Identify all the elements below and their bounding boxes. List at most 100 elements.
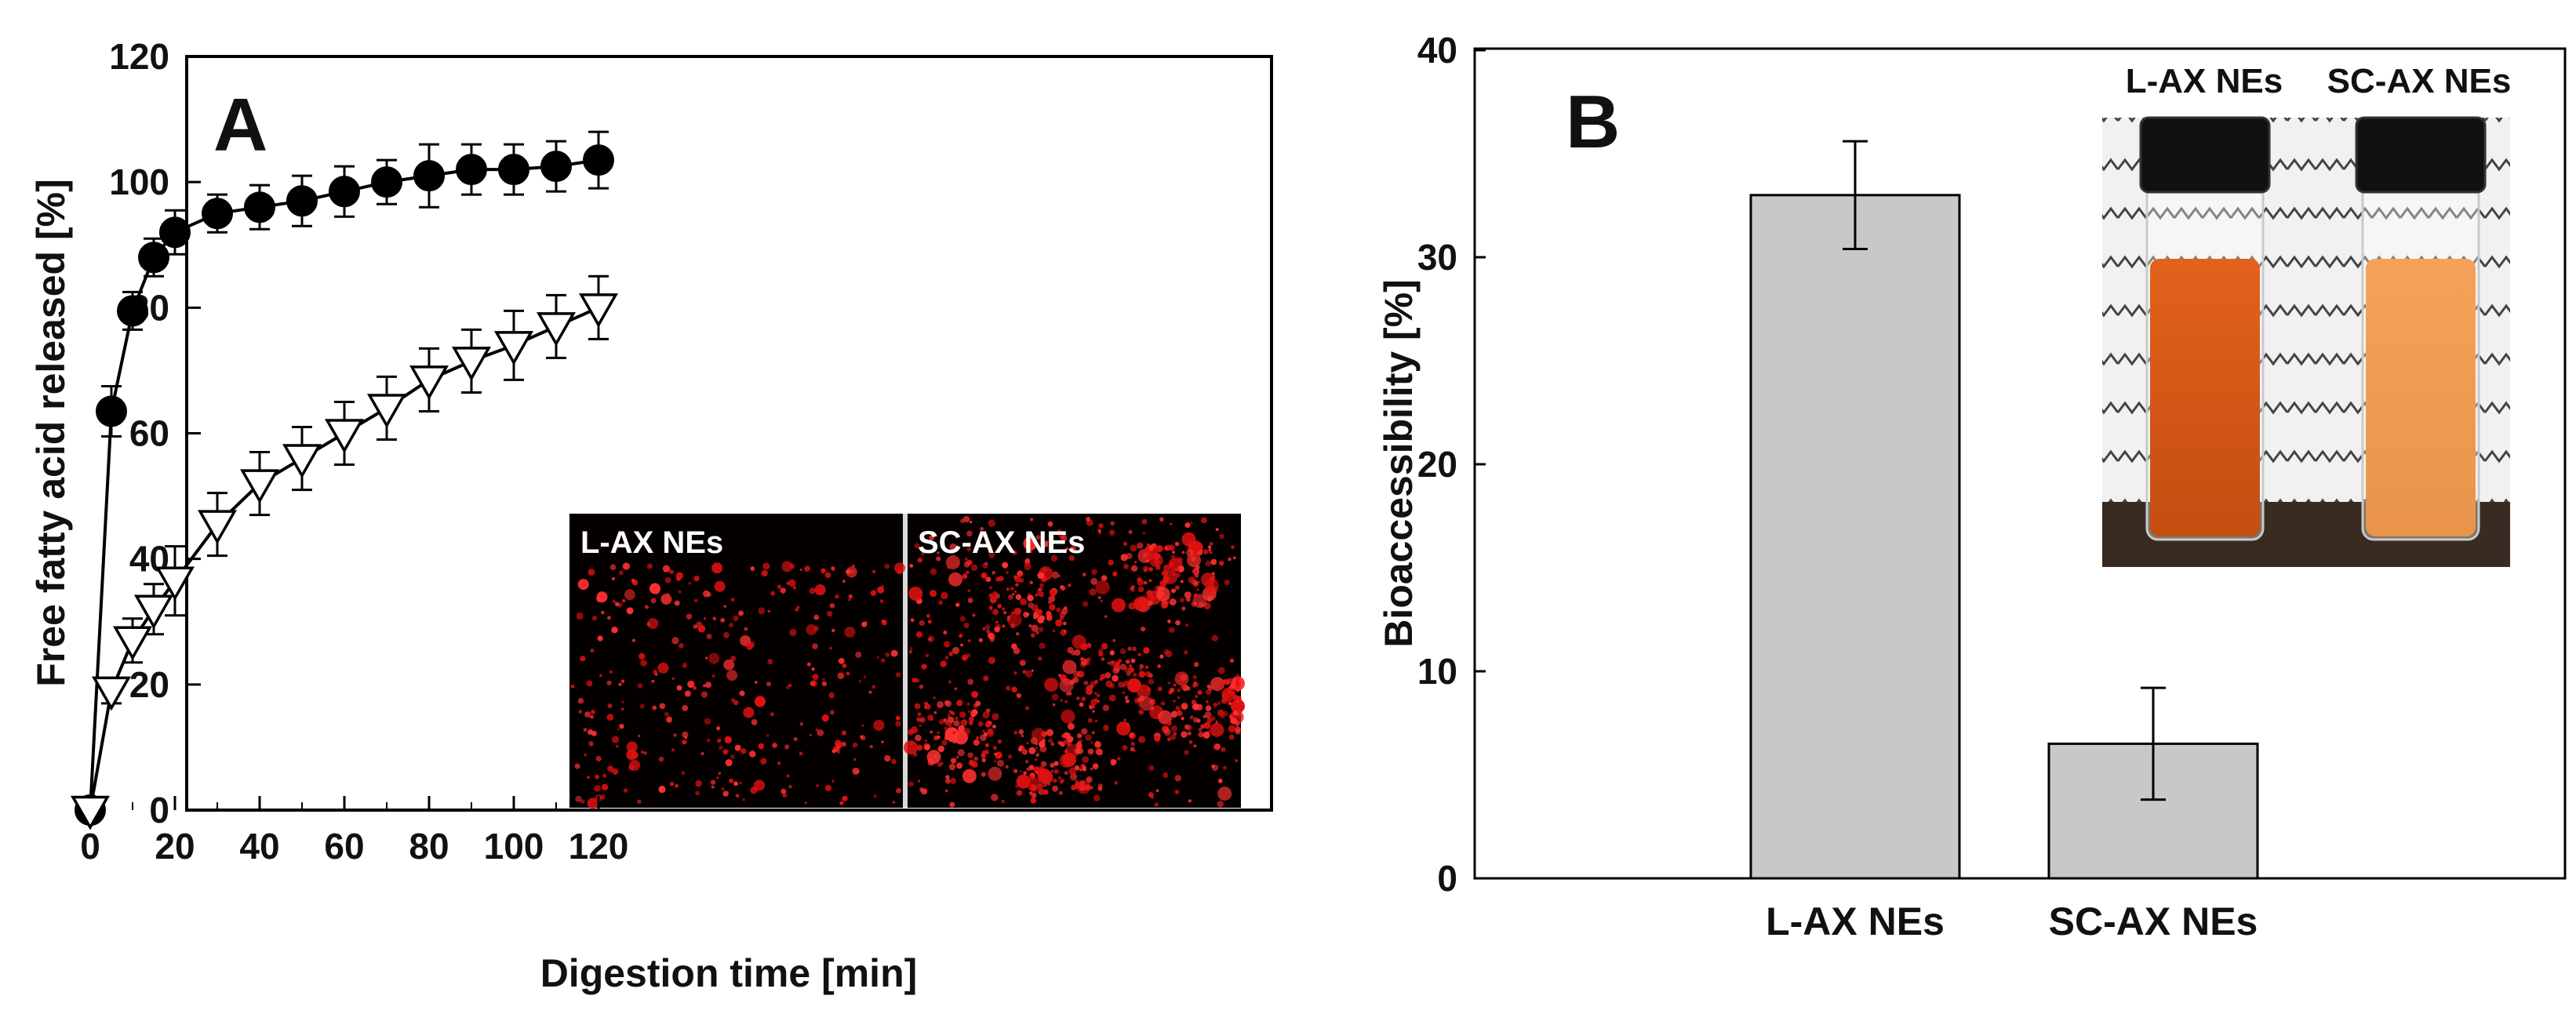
inset-particle (1098, 648, 1104, 654)
inset-particle (595, 755, 602, 761)
vial-sc-ax (2355, 116, 2487, 541)
inset-particle (983, 732, 988, 736)
inset-particle (863, 675, 867, 679)
inset-particle (742, 798, 746, 801)
inset-particle (788, 784, 792, 789)
inset-particle (703, 590, 710, 598)
inset-particle (1087, 748, 1094, 755)
inset-particle (638, 734, 641, 737)
panel-b-y-axis-label: Bioaccessibility [%] (1377, 279, 1421, 648)
inset-particle (1211, 634, 1218, 641)
inset-particle (1031, 624, 1039, 632)
inset-particle (1082, 767, 1086, 772)
inset-particle (1228, 714, 1234, 719)
inset-particle (870, 590, 877, 596)
inset-particle (981, 753, 986, 758)
inset-particle (703, 617, 707, 620)
inset-particle (966, 702, 970, 706)
inset-particle (926, 613, 930, 618)
inset-particle (914, 543, 920, 549)
inset-particle (620, 707, 624, 711)
inset-particle (1214, 743, 1221, 750)
inset-particle (596, 591, 608, 603)
inset-particle (943, 718, 947, 722)
inset-particle (723, 605, 727, 609)
inset-particle (1086, 642, 1092, 649)
series-2-point (366, 394, 407, 428)
inset-particle (1166, 720, 1172, 726)
inset-particle (977, 721, 984, 727)
inset-particle (1138, 736, 1146, 743)
inset-particle (891, 758, 897, 765)
inset-particle (829, 710, 835, 715)
inset-particle (1108, 694, 1116, 702)
inset-particle (930, 568, 937, 576)
inset-particle (719, 745, 723, 750)
inset-particle (1138, 709, 1144, 715)
inset-particle (583, 728, 588, 732)
inset-particle (989, 637, 995, 642)
inset-particle (1019, 769, 1022, 772)
inset-particle (1181, 551, 1185, 554)
inset-particle (1087, 718, 1093, 723)
inset-particle (951, 646, 960, 655)
inset-particle (1080, 656, 1083, 660)
inset-particle (684, 736, 688, 740)
inset-particle (1071, 650, 1076, 656)
inset-particle (740, 748, 747, 754)
inset-particle (1173, 700, 1176, 703)
inset-particle (649, 583, 660, 594)
inset-particle (1016, 790, 1023, 796)
inset-particle (1155, 545, 1163, 553)
inset-particle (1112, 571, 1118, 577)
inset-particle (723, 632, 730, 638)
inset-particle (1016, 692, 1022, 699)
series-2-point (239, 469, 280, 504)
inset-particle (1186, 686, 1191, 691)
inset-particle (639, 652, 646, 660)
inset-particle (1076, 696, 1080, 700)
inset-particle (1037, 783, 1044, 790)
inset-particle (1170, 711, 1178, 718)
inset-particle (1096, 693, 1101, 698)
inset-particle (988, 551, 995, 558)
inset-particle (884, 754, 891, 762)
panel-a-x-axis-label: Digestion time [min] (540, 951, 918, 995)
inset-particle (997, 603, 1002, 609)
inset-particle (921, 551, 925, 556)
inset-particle (745, 642, 753, 650)
inset-particle (684, 690, 691, 697)
inset-particle (941, 740, 948, 746)
inset-particle (916, 744, 923, 751)
inset-particle (955, 602, 960, 607)
inset-particle (995, 576, 1001, 582)
inset-particle (1012, 550, 1017, 555)
inset-particle (815, 728, 819, 732)
inset-particle (588, 729, 594, 735)
inset-particle (1145, 547, 1150, 551)
inset-particle (1017, 596, 1021, 599)
panel-a-x-tick-label: 100 (484, 826, 544, 867)
inset-particle (1222, 679, 1229, 685)
inset-particle (986, 743, 989, 747)
series-2-point (282, 444, 322, 479)
inset-particle (799, 722, 803, 726)
inset-particle (1074, 765, 1080, 771)
inset-particle (988, 605, 993, 610)
inset-particle (1015, 583, 1019, 587)
inset-particle (1059, 678, 1074, 693)
inset-particle (919, 717, 926, 723)
inset-particle (1197, 551, 1203, 556)
inset-particle (1023, 771, 1028, 776)
inset-particle (1105, 680, 1113, 688)
inset-particle (924, 740, 927, 743)
inset-particle (1179, 598, 1184, 603)
inset-particle (1229, 658, 1235, 663)
panel-b-y-tick-label: 10 (1417, 651, 1457, 692)
inset-particle (1027, 594, 1034, 601)
inset-particle (676, 685, 682, 691)
inset-particle (716, 739, 722, 743)
inset-particle (944, 641, 951, 648)
inset-particle (1082, 601, 1089, 607)
inset-particle (988, 766, 1002, 781)
